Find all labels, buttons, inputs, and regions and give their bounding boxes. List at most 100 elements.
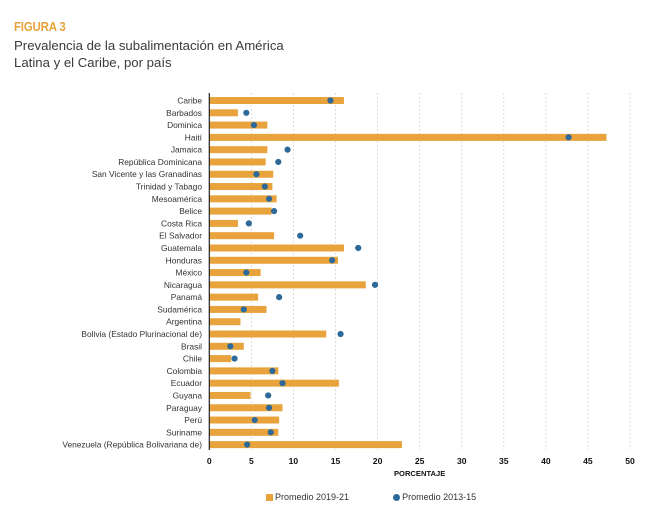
bar: [209, 219, 238, 227]
dot: [327, 97, 334, 104]
category-labels: Caribe Barbados Dominica Haití Jamaica Repúbl…: [62, 96, 202, 450]
category-label: Guatemala: [161, 243, 202, 253]
category-label: Belice: [179, 206, 202, 216]
dot: [297, 232, 304, 239]
dot: [371, 281, 379, 288]
dot: [244, 441, 251, 448]
bar: [209, 158, 266, 166]
dot: [250, 121, 257, 129]
legend-dot-swatch: [393, 493, 401, 501]
bar: [209, 305, 267, 313]
bar: [209, 109, 238, 117]
category-label: Dominica: [167, 120, 202, 130]
x-axis-title: PORCENTAJE: [394, 469, 445, 478]
dot: [355, 244, 362, 252]
dot: [240, 306, 247, 313]
legend-label-2019-21: Promedio 2019-21: [275, 492, 350, 502]
x-tick-label: 30: [457, 456, 467, 466]
x-tick-label: 20: [373, 456, 383, 466]
category-label: Bolivia (Estado Plurinacional de): [81, 329, 202, 339]
figure-label: FIGURA 3: [14, 19, 66, 34]
bar: [209, 97, 344, 104]
bar: [209, 404, 283, 412]
dot: [265, 404, 273, 411]
dot: [329, 257, 336, 264]
x-tick-label: 35: [499, 456, 509, 466]
category-label: Perú: [184, 415, 202, 425]
legend: Promedio 2019-21 Promedio 2013-15: [266, 490, 520, 504]
dot: [261, 183, 268, 190]
category-label: México: [175, 268, 202, 278]
category-label: Costa Rica: [161, 218, 202, 228]
bar: [209, 146, 268, 154]
bar: [209, 367, 279, 375]
x-tick-label: 5: [249, 456, 254, 466]
dots-series-2013-15: [227, 97, 572, 448]
category-label: Venezuela (República Bolivariana de): [62, 440, 202, 450]
category-label: República Dominicana: [118, 157, 202, 167]
dot: [565, 134, 572, 141]
category-label: Sudamérica: [157, 304, 202, 314]
dot: [231, 355, 238, 362]
x-tick-labels: 0 5 10 15 20 25 30 35 40 45 50: [207, 456, 635, 466]
bar: [209, 293, 259, 301]
figure-title: Prevalencia de la subalimentación en Amé…: [14, 37, 344, 71]
bar: [209, 441, 402, 449]
category-label: El Salvador: [159, 231, 202, 241]
category-label: Paraguay: [166, 403, 203, 413]
dot: [279, 380, 286, 387]
bar: [209, 269, 261, 277]
category-label: Ecuador: [171, 378, 202, 388]
dot: [276, 294, 283, 301]
dot: [243, 269, 250, 276]
category-label: Haití: [185, 132, 203, 142]
x-tick-label: 40: [541, 456, 551, 466]
dot: [284, 146, 291, 153]
bar: [209, 342, 244, 350]
bar: [209, 133, 607, 141]
x-tick-label: 50: [625, 456, 635, 466]
legend-bar-swatch: [266, 493, 273, 501]
x-tick-label: 45: [583, 456, 593, 466]
x-tick-label: 15: [331, 456, 341, 466]
bar: [209, 244, 344, 252]
bar: [209, 207, 272, 215]
dot: [265, 392, 272, 399]
x-tick-label: 25: [415, 456, 425, 466]
dot: [265, 195, 273, 202]
category-label: Suriname: [166, 427, 202, 437]
gridlines: [250, 93, 631, 450]
bar: [209, 121, 268, 129]
legend-item-2019-21: Promedio 2019-21: [266, 492, 349, 502]
category-label: Brasil: [181, 341, 202, 351]
bar-chart: Caribe Barbados Dominica Haití Jamaica Repúbl…: [62, 93, 635, 478]
category-label: Nicaragua: [164, 280, 203, 290]
bar: [209, 281, 366, 289]
category-label: Colombia: [167, 366, 203, 376]
bar: [209, 232, 275, 240]
bar: [209, 416, 280, 424]
dot: [269, 367, 276, 374]
category-label: Panamá: [171, 292, 203, 302]
bar: [209, 256, 339, 264]
bar: [209, 428, 279, 436]
bar: [209, 195, 277, 203]
figure-title-line-1: Prevalencia de la subalimentación en Amé…: [14, 38, 284, 53]
dot: [337, 330, 344, 338]
category-label: Chile: [183, 354, 202, 364]
dot: [245, 220, 252, 227]
dot: [267, 429, 274, 436]
bars-series-2019-21: [209, 97, 607, 449]
bar: [209, 379, 339, 387]
bar: [209, 355, 232, 363]
category-label: Mesoamérica: [152, 194, 203, 204]
x-tick-label: 10: [289, 456, 299, 466]
dot: [227, 343, 234, 350]
category-label: Guyana: [173, 390, 203, 400]
category-label: Argentina: [166, 317, 202, 327]
legend-label-2013-15: Promedio 2013-15: [402, 492, 477, 502]
category-label: Barbados: [166, 108, 202, 118]
legend-item-2013-15: Promedio 2013-15: [393, 492, 476, 502]
category-label: Caribe: [177, 96, 202, 106]
dot: [270, 208, 278, 215]
